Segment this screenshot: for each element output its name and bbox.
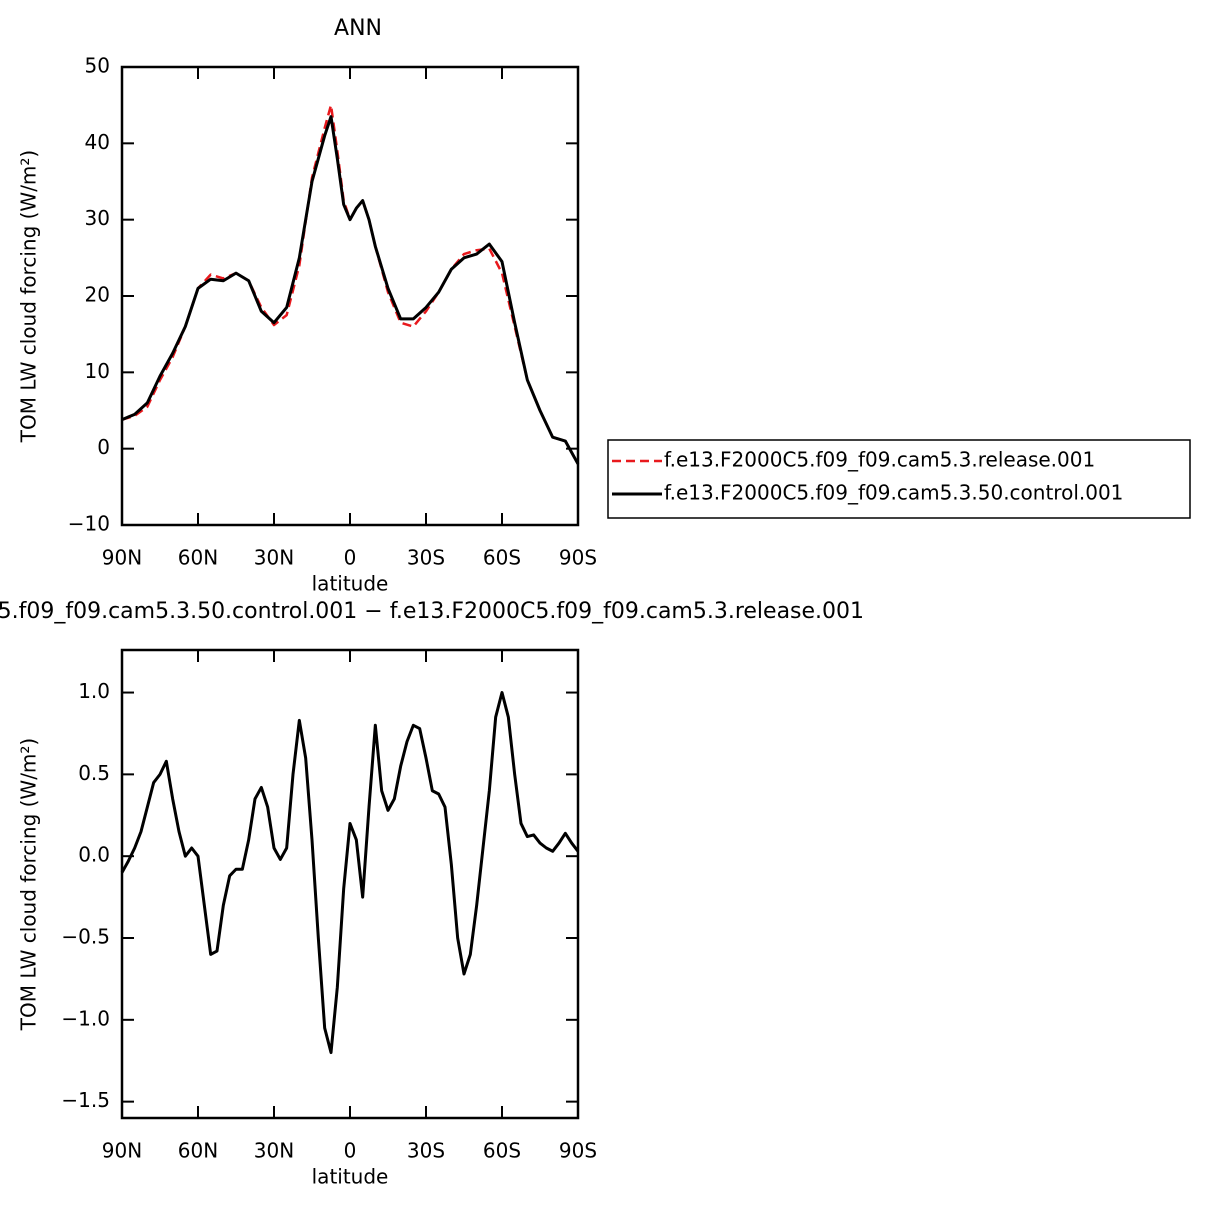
y-tick-label: −10 [68,512,110,536]
y-tick-label: 10 [85,359,110,383]
x-tick-label: 60N [178,546,218,570]
x-tick-label: 90N [102,1139,142,1163]
legend-label: f.e13.F2000C5.f09_f09.cam5.3.50.control.… [664,481,1123,505]
x-tick-label: 30N [254,1139,294,1163]
y-tick-label: 30 [85,206,110,230]
plot-frame [120,648,580,1120]
y-tick-label: −1.0 [61,1006,110,1030]
x-tick-label: 90S [559,546,597,570]
x-tick-label: 60S [483,546,521,570]
x-axis-title: latitude [312,572,389,596]
data-line [120,691,580,1055]
y-axis-title: TOM LW cloud forcing (W/m²) [17,738,41,1032]
y-tick-label: 40 [85,130,110,154]
x-tick-label: 90N [102,546,142,570]
x-tick-label: 0 [344,546,357,570]
x-tick-label: 90S [559,1139,597,1163]
legend-label: f.e13.F2000C5.f09_f09.cam5.3.release.001 [664,448,1095,472]
plot-frame [120,65,580,527]
y-tick-label: 20 [85,283,110,307]
y-tick-label: 0 [97,435,110,459]
y-tick-label: −1.5 [61,1088,110,1112]
y-tick-label: 50 [85,54,110,78]
y-tick-label: −0.5 [61,925,110,949]
x-tick-label: 30S [407,546,445,570]
x-tick-label: 30N [254,546,294,570]
x-tick-label: 30S [407,1139,445,1163]
y-axis-title: TOM LW cloud forcing (W/m²) [17,150,41,444]
y-tick-label: 0.0 [78,843,110,867]
data-line [121,115,580,465]
chart-title: ANN [334,16,382,41]
data-line [121,103,580,465]
x-axis-title: latitude [312,1165,389,1189]
x-tick-label: 60N [178,1139,218,1163]
chart-title: f.e13.F2000C5.f09_f09.cam5.3.50.control.… [0,599,864,624]
y-tick-label: 0.5 [78,761,110,785]
x-tick-label: 60S [483,1139,521,1163]
y-tick-label: 1.0 [78,679,110,703]
legend-box [607,439,1191,519]
x-tick-label: 0 [344,1139,357,1163]
